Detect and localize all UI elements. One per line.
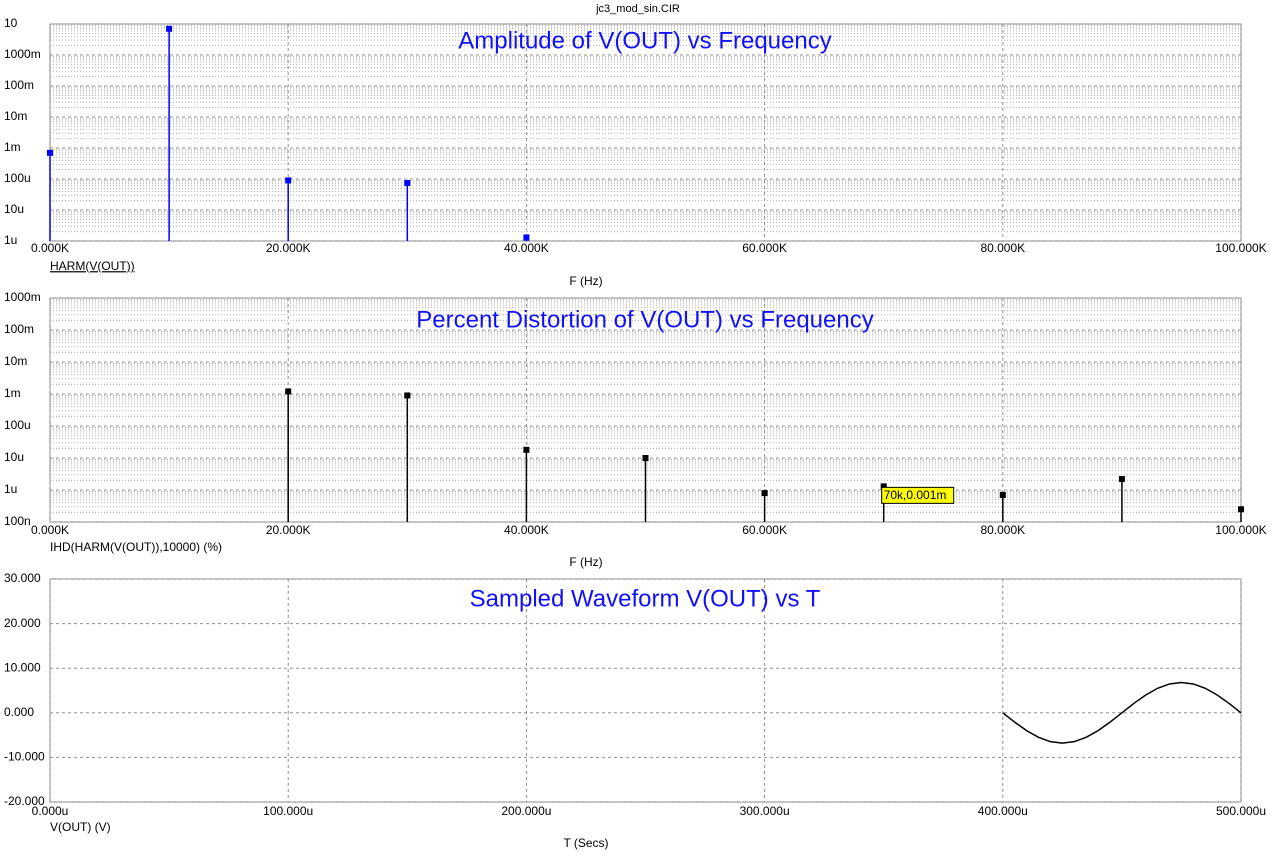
y-tick-label: 30.000: [4, 571, 41, 585]
series-label: IHD(HARM(V(OUT)),10000) (%): [50, 540, 222, 554]
y-tick-label: 1m: [4, 140, 21, 154]
x-tick-label: 80.000K: [980, 241, 1025, 255]
x-tick-label: 0.000K: [31, 241, 69, 255]
y-tick-label: 10.000: [4, 660, 41, 674]
y-tick-label: 1m: [4, 386, 21, 400]
y-tick-label: 1u: [4, 233, 17, 247]
x-tick-label: 40.000K: [504, 241, 549, 255]
x-tick-label: 500.000u: [1216, 804, 1266, 818]
x-tick-label: 60.000K: [742, 241, 787, 255]
x-tick-label: 60.000K: [742, 523, 787, 537]
x-tick-label: 40.000K: [504, 523, 549, 537]
y-tick-label: 20.000: [4, 616, 41, 630]
x-tick-label: 20.000K: [266, 241, 311, 255]
y-tick-label: 10u: [4, 202, 24, 216]
y-tick-label: 100m: [4, 78, 34, 92]
y-tick-label: 10: [4, 16, 18, 30]
window-title: jc3_mod_sin.CIR: [595, 3, 680, 15]
x-axis-label: T (Secs): [563, 836, 608, 850]
stem-marker: [47, 149, 53, 156]
chart-title: Amplitude of V(OUT) vs Frequency: [458, 27, 831, 54]
x-axis-label: F (Hz): [569, 274, 602, 288]
y-tick-label: 10u: [4, 450, 24, 464]
stem-marker: [1238, 506, 1244, 513]
y-tick-label: 1000m: [4, 47, 41, 61]
stem-marker: [999, 491, 1006, 498]
stem-marker: [523, 446, 530, 453]
x-tick-label: 100.000K: [1215, 241, 1266, 255]
y-tick-label: 1u: [4, 482, 17, 496]
x-tick-label: 100.000u: [263, 804, 313, 818]
annotation-box: [881, 486, 955, 504]
x-tick-label: 0.000K: [31, 523, 69, 537]
x-tick-label: 200.000u: [501, 804, 551, 818]
y-tick-label: -20.000: [4, 794, 45, 808]
x-axis-label: F (Hz): [569, 555, 602, 569]
stem-marker: [523, 234, 530, 241]
y-tick-label: 1000m: [4, 290, 41, 304]
x-tick-label: 20.000K: [266, 523, 311, 537]
y-tick-label: 100n: [4, 514, 31, 528]
waveform-line: [1002, 681, 1242, 744]
y-tick-label: 100u: [4, 171, 31, 185]
y-tick-label: 0.000: [4, 705, 34, 719]
y-tick-label: 100m: [4, 322, 34, 336]
y-tick-label: 10m: [4, 109, 27, 123]
series-label: HARM(V(OUT)): [50, 259, 135, 273]
stem-marker: [404, 392, 411, 399]
stem-marker: [761, 490, 768, 497]
x-tick-label: 400.000u: [978, 804, 1028, 818]
series-label: V(OUT) (V): [50, 820, 111, 834]
plot-frame: [49, 23, 1242, 242]
x-tick-label: 0.000u: [32, 804, 69, 818]
y-tick-label: 100u: [4, 418, 31, 432]
chart-title: Sampled Waveform V(OUT) vs T: [470, 585, 821, 612]
x-tick-label: 80.000K: [980, 523, 1025, 537]
chart-title: Percent Distortion of V(OUT) vs Frequenc…: [416, 306, 873, 333]
stem-marker: [285, 177, 292, 184]
stem-marker: [285, 388, 292, 395]
stem-marker: [166, 25, 173, 32]
y-tick-label: 10m: [4, 354, 27, 368]
annotation: 70k,0.001m: [884, 488, 947, 502]
x-tick-label: 100.000K: [1215, 523, 1266, 537]
stem-marker: [880, 483, 887, 490]
plot-frame: [49, 578, 1242, 803]
y-tick-label: -10.000: [4, 750, 45, 764]
stem-marker: [642, 455, 649, 461]
stem-marker: [404, 180, 411, 187]
x-tick-label: 300.000u: [740, 804, 790, 818]
stem-marker: [1118, 476, 1125, 483]
